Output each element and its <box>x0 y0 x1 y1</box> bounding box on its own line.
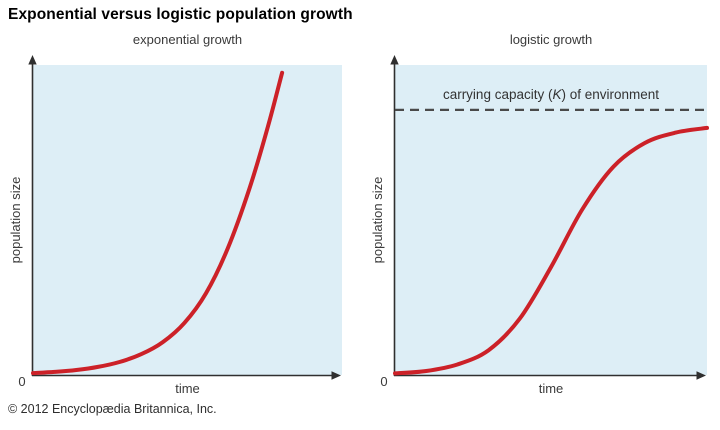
figure-title: Exponential versus logistic population g… <box>8 6 353 23</box>
logistic-curve <box>393 125 709 376</box>
left-x-axis-label: time <box>175 381 200 396</box>
carrying-capacity-symbol: K <box>552 87 562 102</box>
carrying-capacity-label-suffix: ) of environment <box>561 87 660 102</box>
left-x-axis-arrow-icon <box>331 371 341 380</box>
right-origin-label: 0 <box>380 374 388 389</box>
right-x-axis-arrow-icon <box>696 371 706 380</box>
carrying-capacity-label: carrying capacity (K) of environment <box>395 87 707 102</box>
left-y-axis-arrow-icon <box>28 55 37 65</box>
left-panel-title: exponential growth <box>132 32 243 47</box>
right-y-axis-arrow-icon <box>390 55 399 65</box>
right-plot-background <box>395 65 707 375</box>
left-origin-label: 0 <box>18 374 26 389</box>
exponential-curve <box>31 70 285 376</box>
left-chart <box>28 55 342 380</box>
copyright-notice: © 2012 Encyclopædia Britannica, Inc. <box>8 402 217 416</box>
right-x-axis-label: time <box>538 381 564 396</box>
right-chart <box>390 55 709 380</box>
right-panel-title: logistic growth <box>509 32 593 47</box>
carrying-capacity-label-prefix: carrying capacity ( <box>442 87 553 102</box>
left-plot-background <box>33 65 342 375</box>
